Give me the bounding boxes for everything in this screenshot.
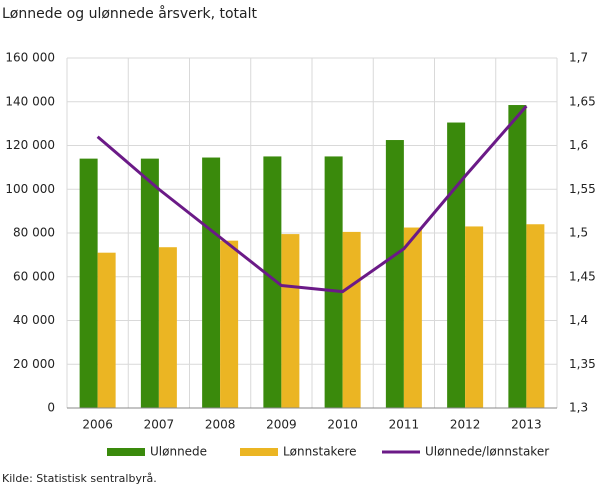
y-tick-label: 140 000 <box>5 94 55 108</box>
line <box>96 105 528 294</box>
y2-tick-label: 1,55 <box>569 182 596 196</box>
legend-swatch <box>240 448 278 456</box>
bar <box>202 157 221 408</box>
y-tick-label: 160 000 <box>5 51 55 65</box>
bar <box>385 140 404 408</box>
bar <box>263 156 282 408</box>
bar <box>220 240 239 408</box>
x-tick-label: 2012 <box>450 418 481 432</box>
x-tick-label: 2009 <box>266 418 297 432</box>
bar <box>508 105 527 408</box>
x-tick-label: 2011 <box>389 418 420 432</box>
y2-tick-label: 1,5 <box>569 226 588 240</box>
x-tick-label: 2007 <box>144 418 175 432</box>
bar <box>342 231 361 408</box>
x-tick-label: 2013 <box>511 418 542 432</box>
bar <box>447 122 466 408</box>
y-tick-label: 60 000 <box>13 269 55 283</box>
bar <box>324 156 343 408</box>
y-tick-label: 80 000 <box>13 226 55 240</box>
bar <box>79 158 98 408</box>
y2-tick-label: 1,35 <box>569 357 596 371</box>
y-tick-label: 40 000 <box>13 313 55 327</box>
bar <box>140 158 159 408</box>
bar <box>465 226 484 408</box>
y-tick-label: 20 000 <box>13 357 55 371</box>
bar <box>403 227 422 408</box>
source: Kilde: Statistisk sentralbyrå. <box>2 472 157 485</box>
y2-tick-label: 1,3 <box>569 401 588 415</box>
legend-label: Lønnstakere <box>283 445 357 459</box>
y2-tick-label: 1,7 <box>569 51 588 65</box>
y2-tick-label: 1,45 <box>569 269 596 283</box>
y2-tick-label: 1,65 <box>569 94 596 108</box>
legend-swatch <box>107 448 145 456</box>
x-tick-label: 2010 <box>327 418 358 432</box>
chart-title: Lønnede og ulønnede årsverk, totalt <box>2 5 258 22</box>
bar <box>158 247 177 408</box>
y-tick-label: 120 000 <box>5 138 55 152</box>
y-tick-label: 0 <box>47 401 55 415</box>
bar <box>526 224 545 408</box>
bar <box>97 252 116 408</box>
legend-label: Ulønnede/lønnstaker <box>425 445 549 459</box>
x-tick-label: 2006 <box>82 418 113 432</box>
x-tick-label: 2008 <box>205 418 236 432</box>
legend-label: Ulønnede <box>150 445 207 459</box>
y-tick-label: 100 000 <box>5 182 55 196</box>
bar <box>281 234 300 408</box>
y2-tick-label: 1,4 <box>569 313 588 327</box>
y2-tick-label: 1,6 <box>569 138 588 152</box>
